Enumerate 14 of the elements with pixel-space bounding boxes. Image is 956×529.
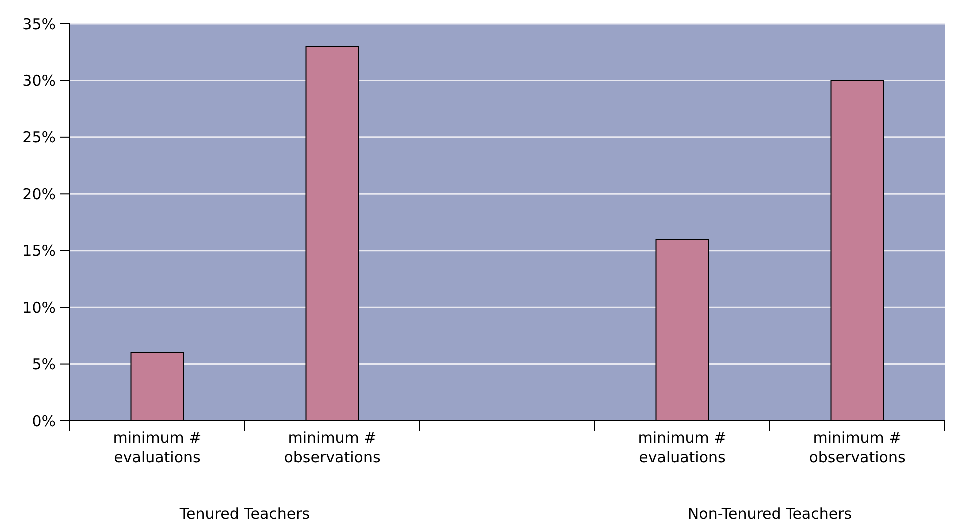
y-tick-label: 25%: [22, 128, 56, 147]
x-tick-label: minimum # evaluations: [638, 429, 727, 466]
text: Non-Tenured Teachers: [688, 505, 852, 523]
y-tick-label: 20%: [22, 185, 56, 204]
y-tick-label: 5%: [32, 356, 56, 374]
y-tick-label: 10%: [22, 298, 56, 317]
y-tick-label: 15%: [22, 242, 56, 260]
y-tick-label: 35%: [22, 15, 56, 34]
x-tick-label: minimum # observations: [284, 429, 381, 466]
text: Tenured Teachers: [178, 505, 310, 523]
y-tick-label: 30%: [22, 72, 56, 90]
x-tick-label: minimum # evaluations: [113, 429, 202, 466]
y-tick-label: 0%: [32, 412, 56, 430]
x-tick-label: minimum # observations: [809, 429, 906, 466]
